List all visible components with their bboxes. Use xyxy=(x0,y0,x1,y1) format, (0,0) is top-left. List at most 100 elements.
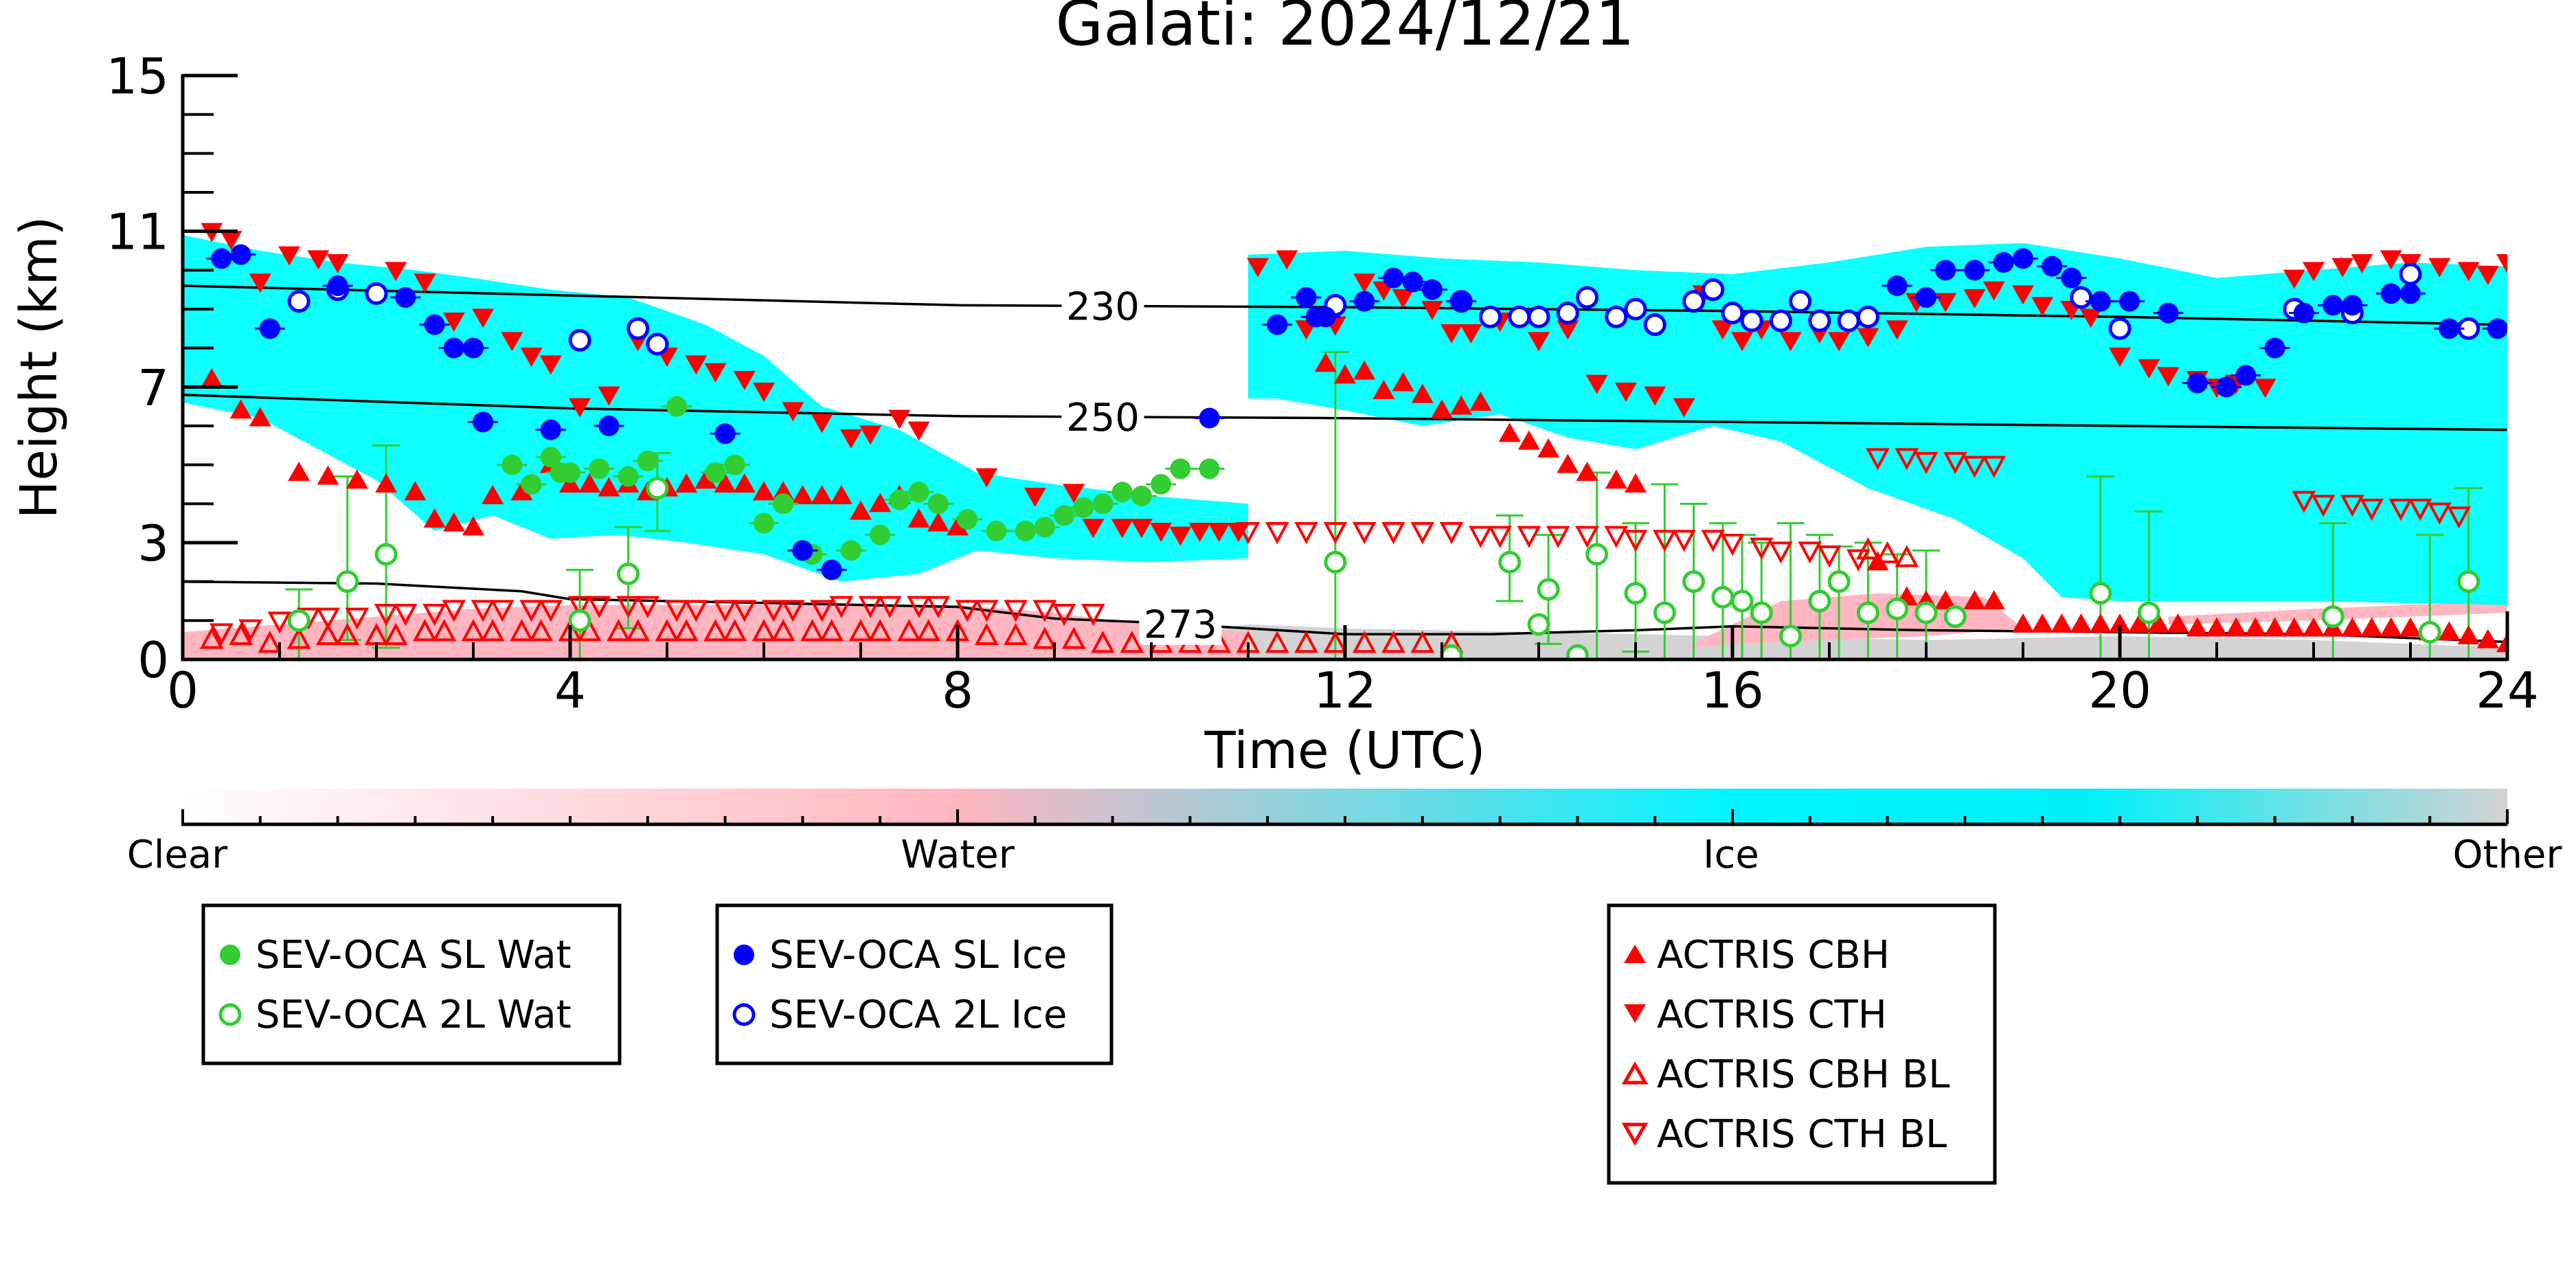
marker-actris-cth xyxy=(1247,258,1269,278)
plot-area xyxy=(183,223,2507,659)
marker-actris-cth-bl xyxy=(1866,448,1890,471)
legend-marker-cth xyxy=(1624,1004,1646,1023)
marker-sev-oca-2l-ice xyxy=(1837,309,1860,332)
y-tick-label: 11 xyxy=(106,203,169,261)
marker-sev-oca-2l-ice xyxy=(1556,302,1579,325)
marker-actris-cth-bl xyxy=(683,600,708,622)
marker-actris-cbh xyxy=(510,481,533,501)
legend-marker-cbh-bl xyxy=(1621,1061,1649,1085)
marker-actris-cth xyxy=(1779,332,1802,352)
marker-actris-cbh xyxy=(578,473,601,493)
marker-actris-cth-bl xyxy=(490,600,515,622)
marker-sev-oca-sl-ice xyxy=(230,244,251,265)
x-axis-label: Time (UTC) xyxy=(1204,721,1485,780)
marker-actris-cbh xyxy=(2476,629,2499,648)
marker-sev-oca-sl-wat xyxy=(637,451,658,471)
marker-sev-oca-2l-ice xyxy=(626,317,650,340)
x-tick-label: 16 xyxy=(1701,662,1764,719)
marker-actris-cth xyxy=(2428,258,2451,278)
marker-actris-cth xyxy=(501,332,523,352)
marker-actris-cth-bl xyxy=(858,596,883,618)
legend-sevoca-ice: SEV-OCA SL Ice SEV-OCA 2L Ice xyxy=(715,903,1114,1065)
marker-actris-cbh xyxy=(2070,613,2092,633)
marker-actris-cth-bl xyxy=(877,596,902,618)
marker-sev-oca-2l-wat xyxy=(2137,601,2160,624)
contour-label-bg xyxy=(1061,396,1144,438)
marker-sev-oca-2l-wat xyxy=(2089,582,2112,605)
x-tick-label: 24 xyxy=(2476,662,2539,719)
marker-actris-cbh-bl xyxy=(655,619,679,642)
marker-actris-cbh-bl xyxy=(1410,631,1435,653)
marker-sev-oca-sl-wat xyxy=(840,540,861,561)
marker-sev-oca-2l-wat xyxy=(1653,601,1676,624)
marker-actris-cbh-bl xyxy=(800,619,824,642)
marker-actris-cbh xyxy=(2128,613,2151,633)
marker-actris-cth xyxy=(326,254,349,273)
marker-actris-cth xyxy=(859,425,882,445)
marker-sev-oca-2l-ice xyxy=(1624,297,1647,321)
marker-sev-oca-sl-wat xyxy=(705,462,726,483)
marker-sev-oca-2l-wat xyxy=(1827,570,1851,594)
legend-label-sl-ice: SEV-OCA SL Ice xyxy=(769,933,1067,978)
marker-sev-oca-2l-wat xyxy=(1943,605,1967,629)
marker-actris-cbh xyxy=(288,462,310,481)
marker-actris-cbh-bl xyxy=(868,619,892,642)
marker-sev-oca-sl-wat xyxy=(1170,458,1191,479)
chart-title: Galati: 2024/12/21 xyxy=(1055,0,1634,60)
marker-actris-cbh xyxy=(2050,613,2073,633)
marker-actris-cbh-bl xyxy=(752,619,776,642)
y-tick-label: 7 xyxy=(137,359,169,416)
marker-actris-cth-bl xyxy=(2427,502,2452,525)
marker-actris-cbh xyxy=(1982,590,2005,609)
marker-actris-cth xyxy=(1528,332,1550,352)
marker-sev-oca-sl-wat xyxy=(618,466,639,487)
marker-actris-cbh xyxy=(2109,613,2131,633)
marker-actris-cth-bl xyxy=(635,596,660,618)
marker-actris-cbh-bl xyxy=(258,631,282,653)
marker-actris-cth xyxy=(1886,320,1908,340)
marker-actris-cth-bl xyxy=(974,600,999,622)
marker-actris-cth xyxy=(753,383,775,402)
marker-actris-cth-bl xyxy=(1769,541,1793,564)
marker-actris-cth xyxy=(1963,289,1986,308)
marker-actris-cbh-bl xyxy=(316,622,340,645)
marker-actris-cbh xyxy=(404,481,427,501)
marker-actris-cbh xyxy=(811,485,833,504)
marker-sev-oca-sl-ice xyxy=(2216,376,2237,398)
marker-actris-cth xyxy=(1460,324,1482,343)
legend-marker-cth-bl xyxy=(1621,1122,1649,1146)
cloud-mask-layer xyxy=(183,235,2507,659)
contour-label-bg xyxy=(1139,603,1222,645)
marker-sev-oca-2l-wat xyxy=(1440,644,1463,659)
marker-sev-oca-sl-ice xyxy=(2323,295,2344,316)
marker-sev-oca-2l-ice xyxy=(568,328,591,352)
marker-actris-cth xyxy=(2476,266,2499,285)
marker-actris-cbh xyxy=(1392,372,1414,392)
marker-sev-oca-sl-wat xyxy=(1092,493,1114,515)
marker-sev-oca-2l-ice xyxy=(1682,290,1706,313)
y-axis-label: Height (km) xyxy=(10,216,69,519)
marker-sev-oca-sl-ice xyxy=(2487,318,2507,339)
marker-actris-cth-bl xyxy=(1604,526,1629,548)
marker-actris-cth-bl xyxy=(1798,541,1822,564)
marker-sev-oca-2l-wat xyxy=(1856,601,1879,624)
marker-actris-cbh-bl xyxy=(1856,537,1880,560)
marker-actris-cth-bl xyxy=(1701,530,1726,552)
marker-actris-cbh xyxy=(249,407,271,427)
marker-actris-cth xyxy=(1024,488,1046,507)
marker-actris-cth-bl xyxy=(316,607,340,630)
marker-sev-oca-sl-ice xyxy=(540,419,561,440)
marker-actris-cth-bl xyxy=(2340,495,2364,517)
data-markers xyxy=(199,223,2507,659)
legend-marker-2l-wat xyxy=(218,1003,242,1026)
marker-sev-oca-2l-ice xyxy=(1789,290,1812,313)
contour-label: 273 xyxy=(1144,603,1217,648)
marker-actris-cbh xyxy=(423,508,446,528)
marker-actris-cth xyxy=(733,371,756,390)
marker-actris-cbh-bl xyxy=(413,619,437,642)
marker-actris-cbh xyxy=(2186,617,2208,637)
marker-actris-cth-bl xyxy=(210,623,234,646)
marker-actris-cth-bl xyxy=(587,596,611,618)
marker-actris-cbh-bl xyxy=(1895,545,1919,567)
